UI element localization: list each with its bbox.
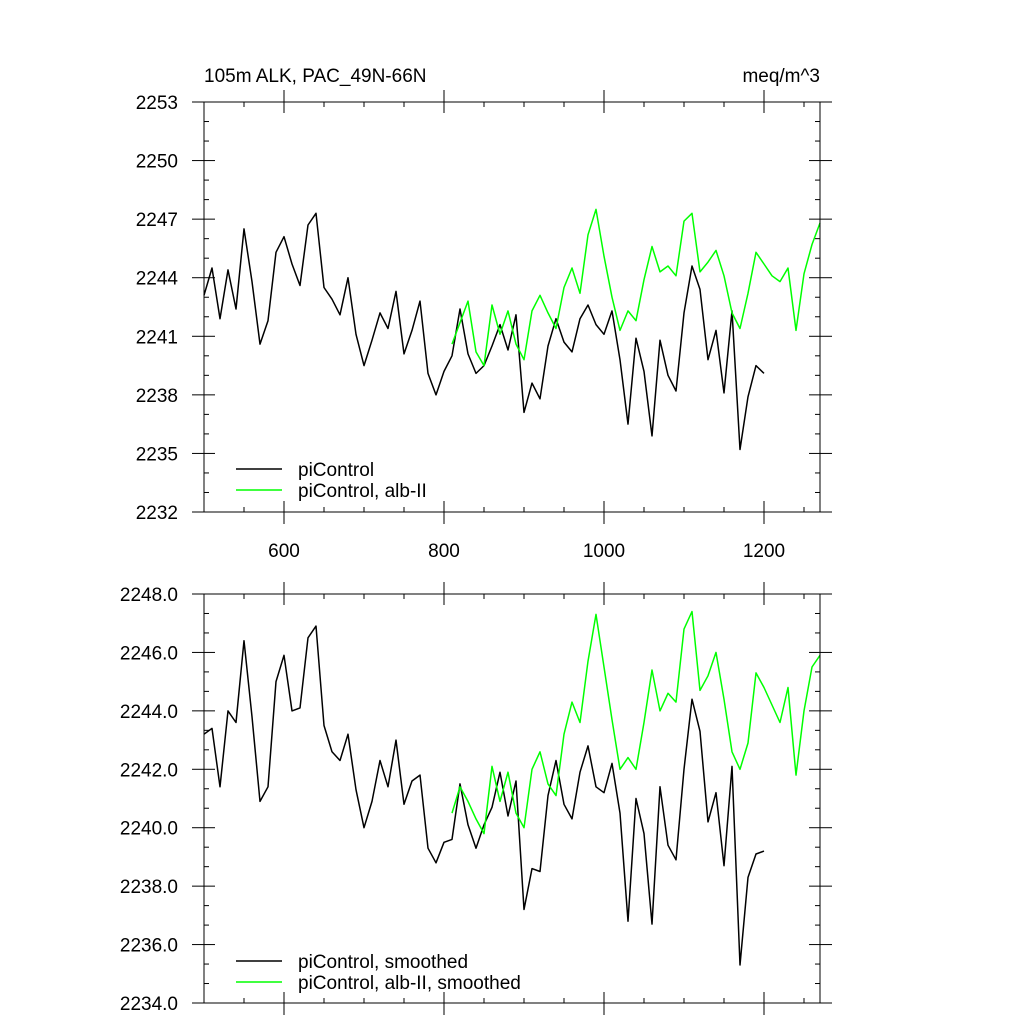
legend: piControl piControl, alb-II xyxy=(236,460,427,502)
legend-label-alb-ii: piControl, alb-II xyxy=(298,481,427,502)
ticks-layer: 600 800 1000 1200 2232 2235 2238 2241 2244 2247 22… xyxy=(136,90,832,562)
x-tick-label: 600 xyxy=(268,541,300,562)
panel-bottom: 2234.0 2236.0 2238.0 2240.0 2242.0 2244.0 2246… xyxy=(120,582,832,1015)
y-tick-label: 2253 xyxy=(136,93,178,114)
y-tick-label: 2234.0 xyxy=(120,994,178,1015)
y-tick-label: 2242.0 xyxy=(120,760,178,781)
legend-label-picontrol: piControl xyxy=(298,460,374,481)
series-layer xyxy=(203,610,821,966)
x-tick-label: 1200 xyxy=(743,541,785,562)
y-tick-label: 2244.0 xyxy=(120,702,178,723)
series-line-picontrol-alb-ii xyxy=(451,208,821,367)
y-tick-label: 2232 xyxy=(136,503,178,524)
x-tick-label: 800 xyxy=(428,541,460,562)
y-tick-label: 2235 xyxy=(136,444,178,465)
plot-frame xyxy=(203,593,821,1004)
ticks-layer: 2234.0 2236.0 2238.0 2240.0 2242.0 2244.0 2246… xyxy=(120,582,832,1015)
legend-label-alb-ii-smoothed: piControl, alb-II, smoothed xyxy=(298,973,521,994)
y-tick-label: 2246.0 xyxy=(120,643,178,664)
y-tick-label: 2241 xyxy=(136,327,178,348)
y-tick-label: 2238.0 xyxy=(120,877,178,898)
y-tick-label: 2248.0 xyxy=(120,585,178,606)
x-tick-label: 1000 xyxy=(583,541,625,562)
y-tick-label: 2247 xyxy=(136,210,178,231)
y-tick-label: 2238 xyxy=(136,386,178,407)
panel-title: 105m ALK, PAC_49N-66N xyxy=(204,66,427,87)
legend-label-picontrol-smoothed: piControl, smoothed xyxy=(298,952,468,973)
panel-units: meq/m^3 xyxy=(742,66,820,87)
y-tick-label: 2250 xyxy=(136,152,178,173)
series-line-picontrol-smoothed xyxy=(203,625,765,966)
y-tick-label: 2244 xyxy=(136,269,179,290)
legend: piControl, smoothed piControl, alb-II, s… xyxy=(236,952,521,994)
series-layer xyxy=(203,208,821,451)
plot-frame xyxy=(203,101,821,513)
series-line-picontrol-alb-ii-smoothed xyxy=(451,610,821,835)
y-tick-label: 2240.0 xyxy=(120,819,178,840)
y-tick-label: 2236.0 xyxy=(120,936,178,957)
panel-top: 105m ALK, PAC_49N-66N meq/m^3 600 800 1000… xyxy=(136,66,832,562)
